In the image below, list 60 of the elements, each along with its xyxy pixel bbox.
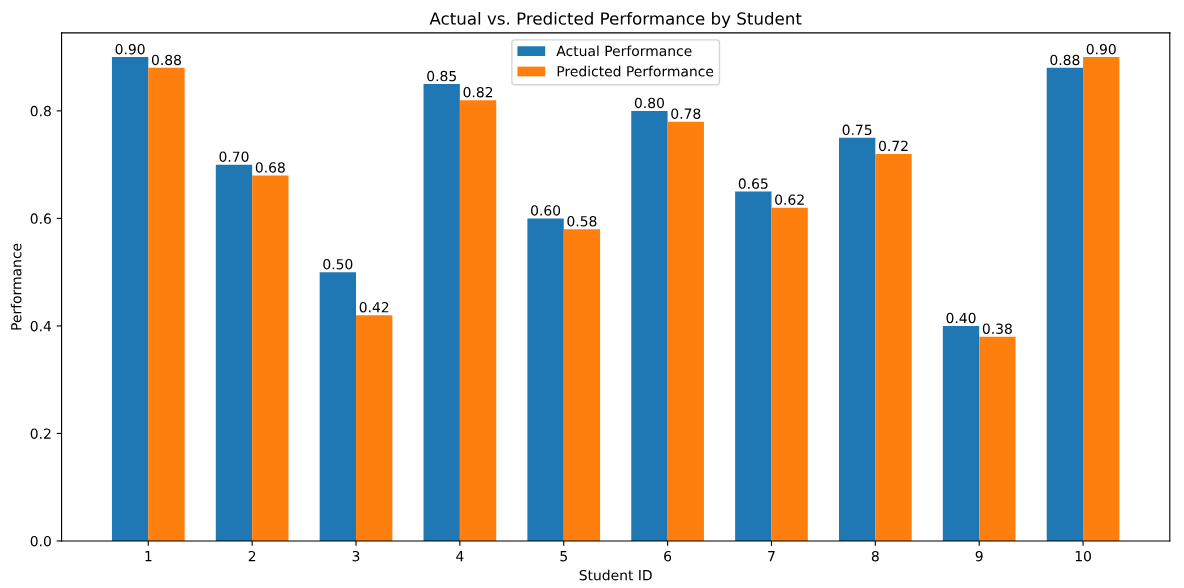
bar [563, 229, 601, 541]
data-label: 0.68 [255, 162, 285, 173]
bar [356, 315, 393, 541]
bar [631, 110, 668, 541]
data-label: 0.78 [671, 108, 701, 119]
data-label: 0.50 [323, 258, 353, 270]
y-axis-title: Performance [10, 243, 22, 330]
y-tick-label: 0.6 [30, 213, 51, 224]
bar [111, 57, 149, 541]
data-label: 0.70 [219, 151, 249, 162]
data-label: 0.88 [1050, 54, 1080, 66]
x-tick-label: 3 [352, 550, 360, 562]
x-tick-label: 7 [768, 551, 775, 562]
y-tick-label: 0.2 [30, 428, 51, 439]
x-tick-label: 9 [975, 550, 983, 562]
data-label: 0.75 [842, 124, 872, 136]
data-label: 0.60 [531, 205, 561, 216]
x-tick-label: 10 [1075, 550, 1091, 562]
bar [252, 175, 289, 541]
data-label: 0.58 [567, 215, 597, 227]
x-tick-label: 8 [871, 550, 879, 562]
x-tick-label: 6 [664, 550, 672, 562]
data-label: 0.62 [775, 194, 804, 205]
data-label: 0.85 [427, 70, 456, 82]
bar [423, 84, 460, 541]
data-label: 0.90 [115, 43, 145, 55]
data-label: 0.80 [634, 97, 664, 109]
bar [215, 164, 253, 541]
bar [838, 137, 876, 541]
bar [667, 121, 704, 541]
x-tick-label: 4 [456, 551, 464, 562]
x-tick-label: 5 [560, 551, 567, 562]
y-tick-label: 0.4 [30, 320, 52, 332]
bar [735, 191, 772, 541]
x-tick-label: 1 [145, 551, 152, 562]
bar [148, 67, 185, 541]
bar [942, 325, 980, 541]
data-label: 0.82 [463, 86, 493, 98]
bar [459, 100, 497, 541]
data-label: 0.88 [151, 54, 181, 66]
y-tick-label: 0.0 [30, 535, 51, 547]
data-label: 0.72 [878, 140, 908, 152]
data-label: 0.90 [1086, 43, 1116, 55]
bar [979, 336, 1016, 541]
data-label: 0.65 [738, 178, 768, 189]
data-label: 0.42 [359, 301, 389, 313]
bar [1083, 57, 1120, 541]
bar [875, 153, 912, 541]
data-label: 0.38 [982, 323, 1012, 334]
x-tick-label: 2 [248, 550, 256, 562]
data-label: 0.40 [946, 312, 976, 324]
bar [771, 207, 808, 541]
bar [1046, 67, 1084, 541]
x-axis-title: Student ID [579, 569, 652, 581]
legend-label: Predicted Performance [557, 65, 714, 77]
y-tick-label: 0.8 [30, 105, 51, 117]
bar [319, 272, 357, 541]
legend-label: Actual Performance [556, 45, 692, 57]
bar [527, 218, 564, 541]
chart-title: Actual vs. Predicted Performance by Student [429, 11, 802, 29]
